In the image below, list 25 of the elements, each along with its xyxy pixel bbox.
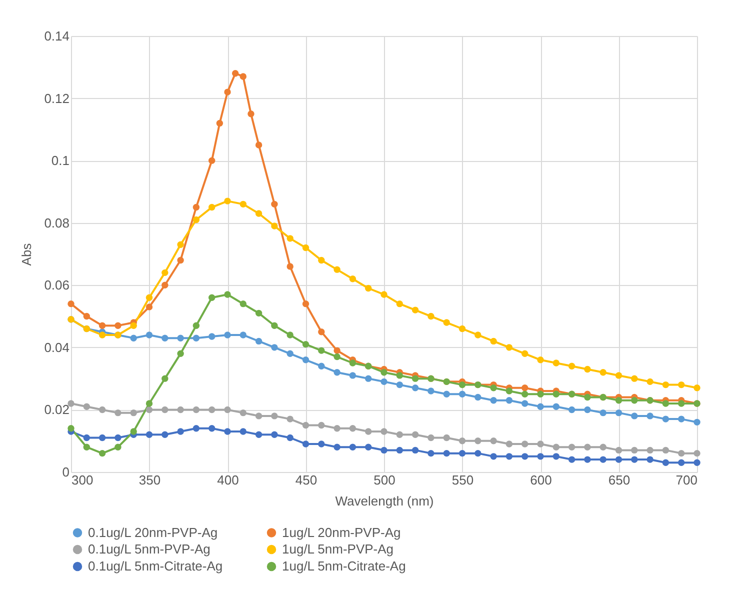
y-tick-label: 0.06 <box>44 278 70 293</box>
x-tick-label: 350 <box>138 472 161 488</box>
legend-label: 1ug/L 5nm-Citrate-Ag <box>282 558 406 574</box>
x-tick-label: 700 <box>676 472 698 488</box>
y-tick-label: 0.02 <box>44 402 70 418</box>
x-tick-label: 500 <box>374 472 396 488</box>
x-tick-label: 600 <box>530 472 552 488</box>
x-tick-label: 450 <box>295 472 318 488</box>
legend-label: 0.1ug/L 20nm-PVP-Ag <box>88 524 218 540</box>
y-tick-label: 0.14 <box>44 28 70 44</box>
x-tick-label: 550 <box>452 472 474 488</box>
legend-label: 1ug/L 20nm-PVP-Ag <box>282 524 401 540</box>
x-tick-label: 400 <box>217 472 239 488</box>
x-tick-label: 650 <box>608 472 630 488</box>
legend-label: 1ug/L 5nm-PVP-Ag <box>282 542 394 556</box>
x-tick-label: 300 <box>72 472 94 488</box>
x-axis-title: Wavelength (nm) <box>335 494 434 508</box>
y-axis-title: Abs <box>19 242 34 266</box>
y-tick-label: 0.1 <box>51 153 70 168</box>
y-tick-label: 0 <box>62 464 70 480</box>
y-tick-label: 0.12 <box>44 90 70 106</box>
y-tick-label: 0.04 <box>44 340 70 355</box>
y-tick-label: 0.08 <box>44 215 70 230</box>
legend-label: 0.1ug/L 5nm-PVP-Ag <box>88 542 210 556</box>
legend-label: 0.1ug/L 5nm-Citrate-Ag <box>88 558 223 574</box>
